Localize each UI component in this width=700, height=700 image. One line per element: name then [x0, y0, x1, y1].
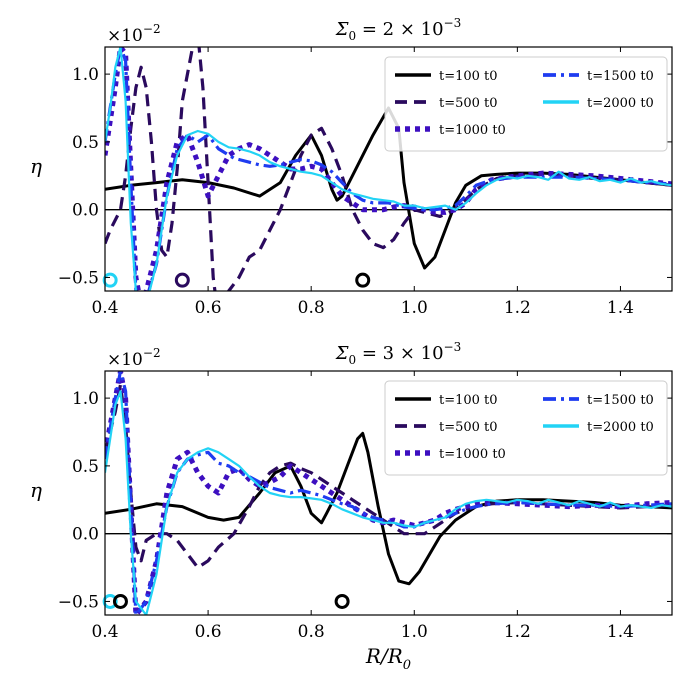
x-tick-label: 1.0	[401, 622, 428, 642]
marker-circle-t100	[355, 272, 371, 288]
y-tick-label: 1.0	[72, 389, 99, 409]
series-group	[105, 371, 672, 615]
y-tick-label: 1.0	[72, 65, 99, 85]
legend-label-t500: t=500 t0	[439, 420, 498, 435]
y-axis-label: η	[30, 154, 42, 178]
x-axis-label: R/R0	[365, 644, 411, 673]
multiplier-exp: −2	[143, 22, 161, 36]
title-rest: = 3 × 10	[356, 343, 443, 364]
x-tick-label: 0.4	[91, 298, 118, 318]
title-subscript: 0	[348, 29, 356, 43]
x-tick-label: 1.2	[504, 622, 531, 642]
plot-frame	[104, 370, 673, 616]
series-line-t1000	[105, 371, 672, 615]
chart-title: Σ0 = 2 × 10−3	[335, 16, 462, 43]
y-tick-label: 0.5	[72, 457, 99, 477]
x-tick-label: 1.0	[401, 298, 428, 318]
legend: t=100 t0 t=500 t0 t=1000 t0 t=1500 t0 t=2000…	[384, 380, 668, 476]
y-tick-label: 0.0	[72, 525, 99, 545]
panel-1: 0.4 0.6 0.8 1.0 1.2 1.4 −0.5 0.0 0.5 1.0 ×10−2 Σ0 =…	[30, 16, 673, 318]
legend-label-t1000: t=1000 t0	[439, 123, 506, 138]
legend-label-t100: t=100 t0	[439, 69, 498, 84]
x-tick-label: 0.6	[195, 622, 222, 642]
title-subscript: 0	[348, 353, 356, 367]
title-symbol: Σ	[335, 19, 349, 40]
plot-frame	[104, 46, 673, 292]
y-tick-label: 0.5	[72, 133, 99, 153]
y-tick-label: −0.5	[58, 592, 99, 612]
legend-label-t2000: t=2000 t0	[587, 96, 654, 111]
x-tick-label: 0.6	[195, 298, 222, 318]
legend-label-t1500: t=1500 t0	[587, 393, 654, 408]
legend-label-t100: t=100 t0	[439, 393, 498, 408]
title-exponent: −3	[444, 340, 462, 354]
marker-circle-t100	[112, 593, 128, 609]
chart-title: Σ0 = 3 × 10−3	[335, 340, 462, 367]
title-exponent: −3	[444, 16, 462, 30]
x-label-sub: 0	[403, 658, 411, 673]
axis-multiplier: ×10−2	[107, 22, 161, 46]
legend-frame	[384, 380, 668, 476]
legend-label-t1000: t=1000 t0	[439, 447, 506, 462]
axis-multiplier: ×10−2	[107, 346, 161, 370]
legend: t=100 t0 t=500 t0 t=1000 t0 t=1500 t0 t=2000…	[384, 56, 668, 152]
y-tick-label: 0.0	[72, 201, 99, 221]
multiplier-base: ×10	[107, 26, 143, 46]
legend-label-t500: t=500 t0	[439, 96, 498, 111]
x-tick-label: 0.8	[298, 298, 325, 318]
x-tick-label: 1.4	[607, 298, 634, 318]
legend-label-t1500: t=1500 t0	[587, 69, 654, 84]
x-label-main: R/R	[365, 644, 403, 668]
x-tick-label: 0.8	[298, 622, 325, 642]
multiplier-base: ×10	[107, 350, 143, 370]
panel-2: 0.4 0.6 0.8 1.0 1.2 1.4−0.50.00.51.0×10−2 Σ0 =…	[30, 340, 673, 673]
series-line-t500	[105, 383, 672, 570]
series-line-t2000	[105, 47, 672, 291]
series-group	[105, 47, 672, 291]
title-symbol: Σ	[335, 343, 349, 364]
marker-circle-t500	[174, 272, 190, 288]
series-line-t1500	[105, 371, 672, 615]
x-tick-label: 1.2	[504, 298, 531, 318]
x-tick-label: 0.4	[91, 622, 118, 642]
legend-label-t2000: t=2000 t0	[587, 420, 654, 435]
y-tick-label: −0.5	[58, 268, 99, 288]
y-axis-label: η	[30, 478, 42, 502]
multiplier-exp: −2	[143, 346, 161, 360]
marker-circle-t2000	[102, 272, 118, 288]
series-line-t2000	[105, 390, 672, 615]
legend-frame	[384, 56, 668, 152]
marker-circle-t2000	[102, 593, 118, 609]
marker-circle-t100	[334, 593, 350, 609]
x-tick-label: 1.4	[607, 622, 634, 642]
title-rest: = 2 × 10	[356, 19, 443, 40]
